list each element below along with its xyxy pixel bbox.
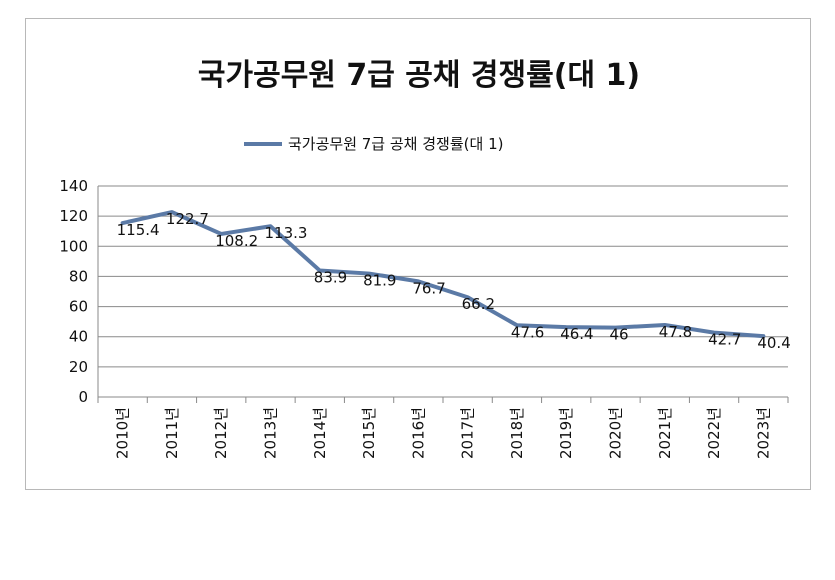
y-tick-label: 60 xyxy=(69,298,88,316)
legend: 국가공무원 7급 공채 경쟁률(대 1) xyxy=(244,135,503,153)
x-tick-label: 2019년 xyxy=(557,407,575,459)
y-tick-label: 80 xyxy=(69,267,88,285)
x-tick-label: 2018년 xyxy=(508,407,526,459)
x-tick-label: 2015년 xyxy=(360,407,378,459)
data-label: 66.2 xyxy=(462,295,495,313)
x-tick-label: 2010년 xyxy=(114,407,132,459)
data-label: 113.3 xyxy=(265,224,308,242)
y-axis-ticks: 0 20 40 60 80 100 120 140 xyxy=(59,177,88,406)
y-tick-label: 0 xyxy=(78,388,88,406)
data-label: 115.4 xyxy=(117,221,160,239)
y-tick-label: 100 xyxy=(59,237,88,255)
data-label: 46 xyxy=(610,326,629,344)
x-tick-label: 2023년 xyxy=(754,407,772,459)
series-line xyxy=(120,210,766,339)
chart-frame: 국가공무원 7급 공채 경쟁률(대 1) 국가공무원 7급 공채 경쟁률(대 1… xyxy=(25,18,811,490)
series xyxy=(120,210,766,339)
x-tick-label: 2016년 xyxy=(409,407,427,459)
x-tick-label: 2013년 xyxy=(262,407,280,459)
x-tick-label: 2022년 xyxy=(705,407,723,459)
x-axis-ticks: 2010년 2011년 2012년 2013년 2014년 2015년 2016년 2017년… xyxy=(97,397,789,459)
data-label: 40.4 xyxy=(757,334,790,352)
data-label: 83.9 xyxy=(314,269,347,287)
data-label: 46.4 xyxy=(560,325,593,343)
data-label: 47.8 xyxy=(659,323,692,341)
y-tick-label: 20 xyxy=(69,358,88,376)
x-tick-label: 2011년 xyxy=(163,407,181,459)
gridlines xyxy=(97,185,788,398)
x-tick-label: 2014년 xyxy=(311,407,329,459)
data-labels: 115.4 122.7 108.2 113.3 83.9 81.9 76.7 66.2 47.6… xyxy=(117,210,791,352)
y-tick-label: 40 xyxy=(69,328,88,346)
data-label: 42.7 xyxy=(708,331,741,349)
y-tick-label: 120 xyxy=(59,207,88,225)
data-label: 47.6 xyxy=(511,323,544,341)
data-label: 108.2 xyxy=(215,232,258,250)
x-tick-label: 2017년 xyxy=(459,407,477,459)
chart-title: 국가공무원 7급 공채 경쟁률(대 1) xyxy=(198,58,640,93)
x-tick-label: 2020년 xyxy=(607,407,625,459)
y-tick-label: 140 xyxy=(59,177,88,195)
x-tick-label: 2021년 xyxy=(656,407,674,459)
legend-label: 국가공무원 7급 공채 경쟁률(대 1) xyxy=(288,135,503,153)
data-label: 81.9 xyxy=(363,272,396,290)
data-label: 122.7 xyxy=(166,210,209,228)
line-chart: 국가공무원 7급 공채 경쟁률(대 1) 국가공무원 7급 공채 경쟁률(대 1… xyxy=(59,58,791,459)
x-tick-label: 2012년 xyxy=(212,407,230,459)
data-label: 76.7 xyxy=(412,279,445,297)
